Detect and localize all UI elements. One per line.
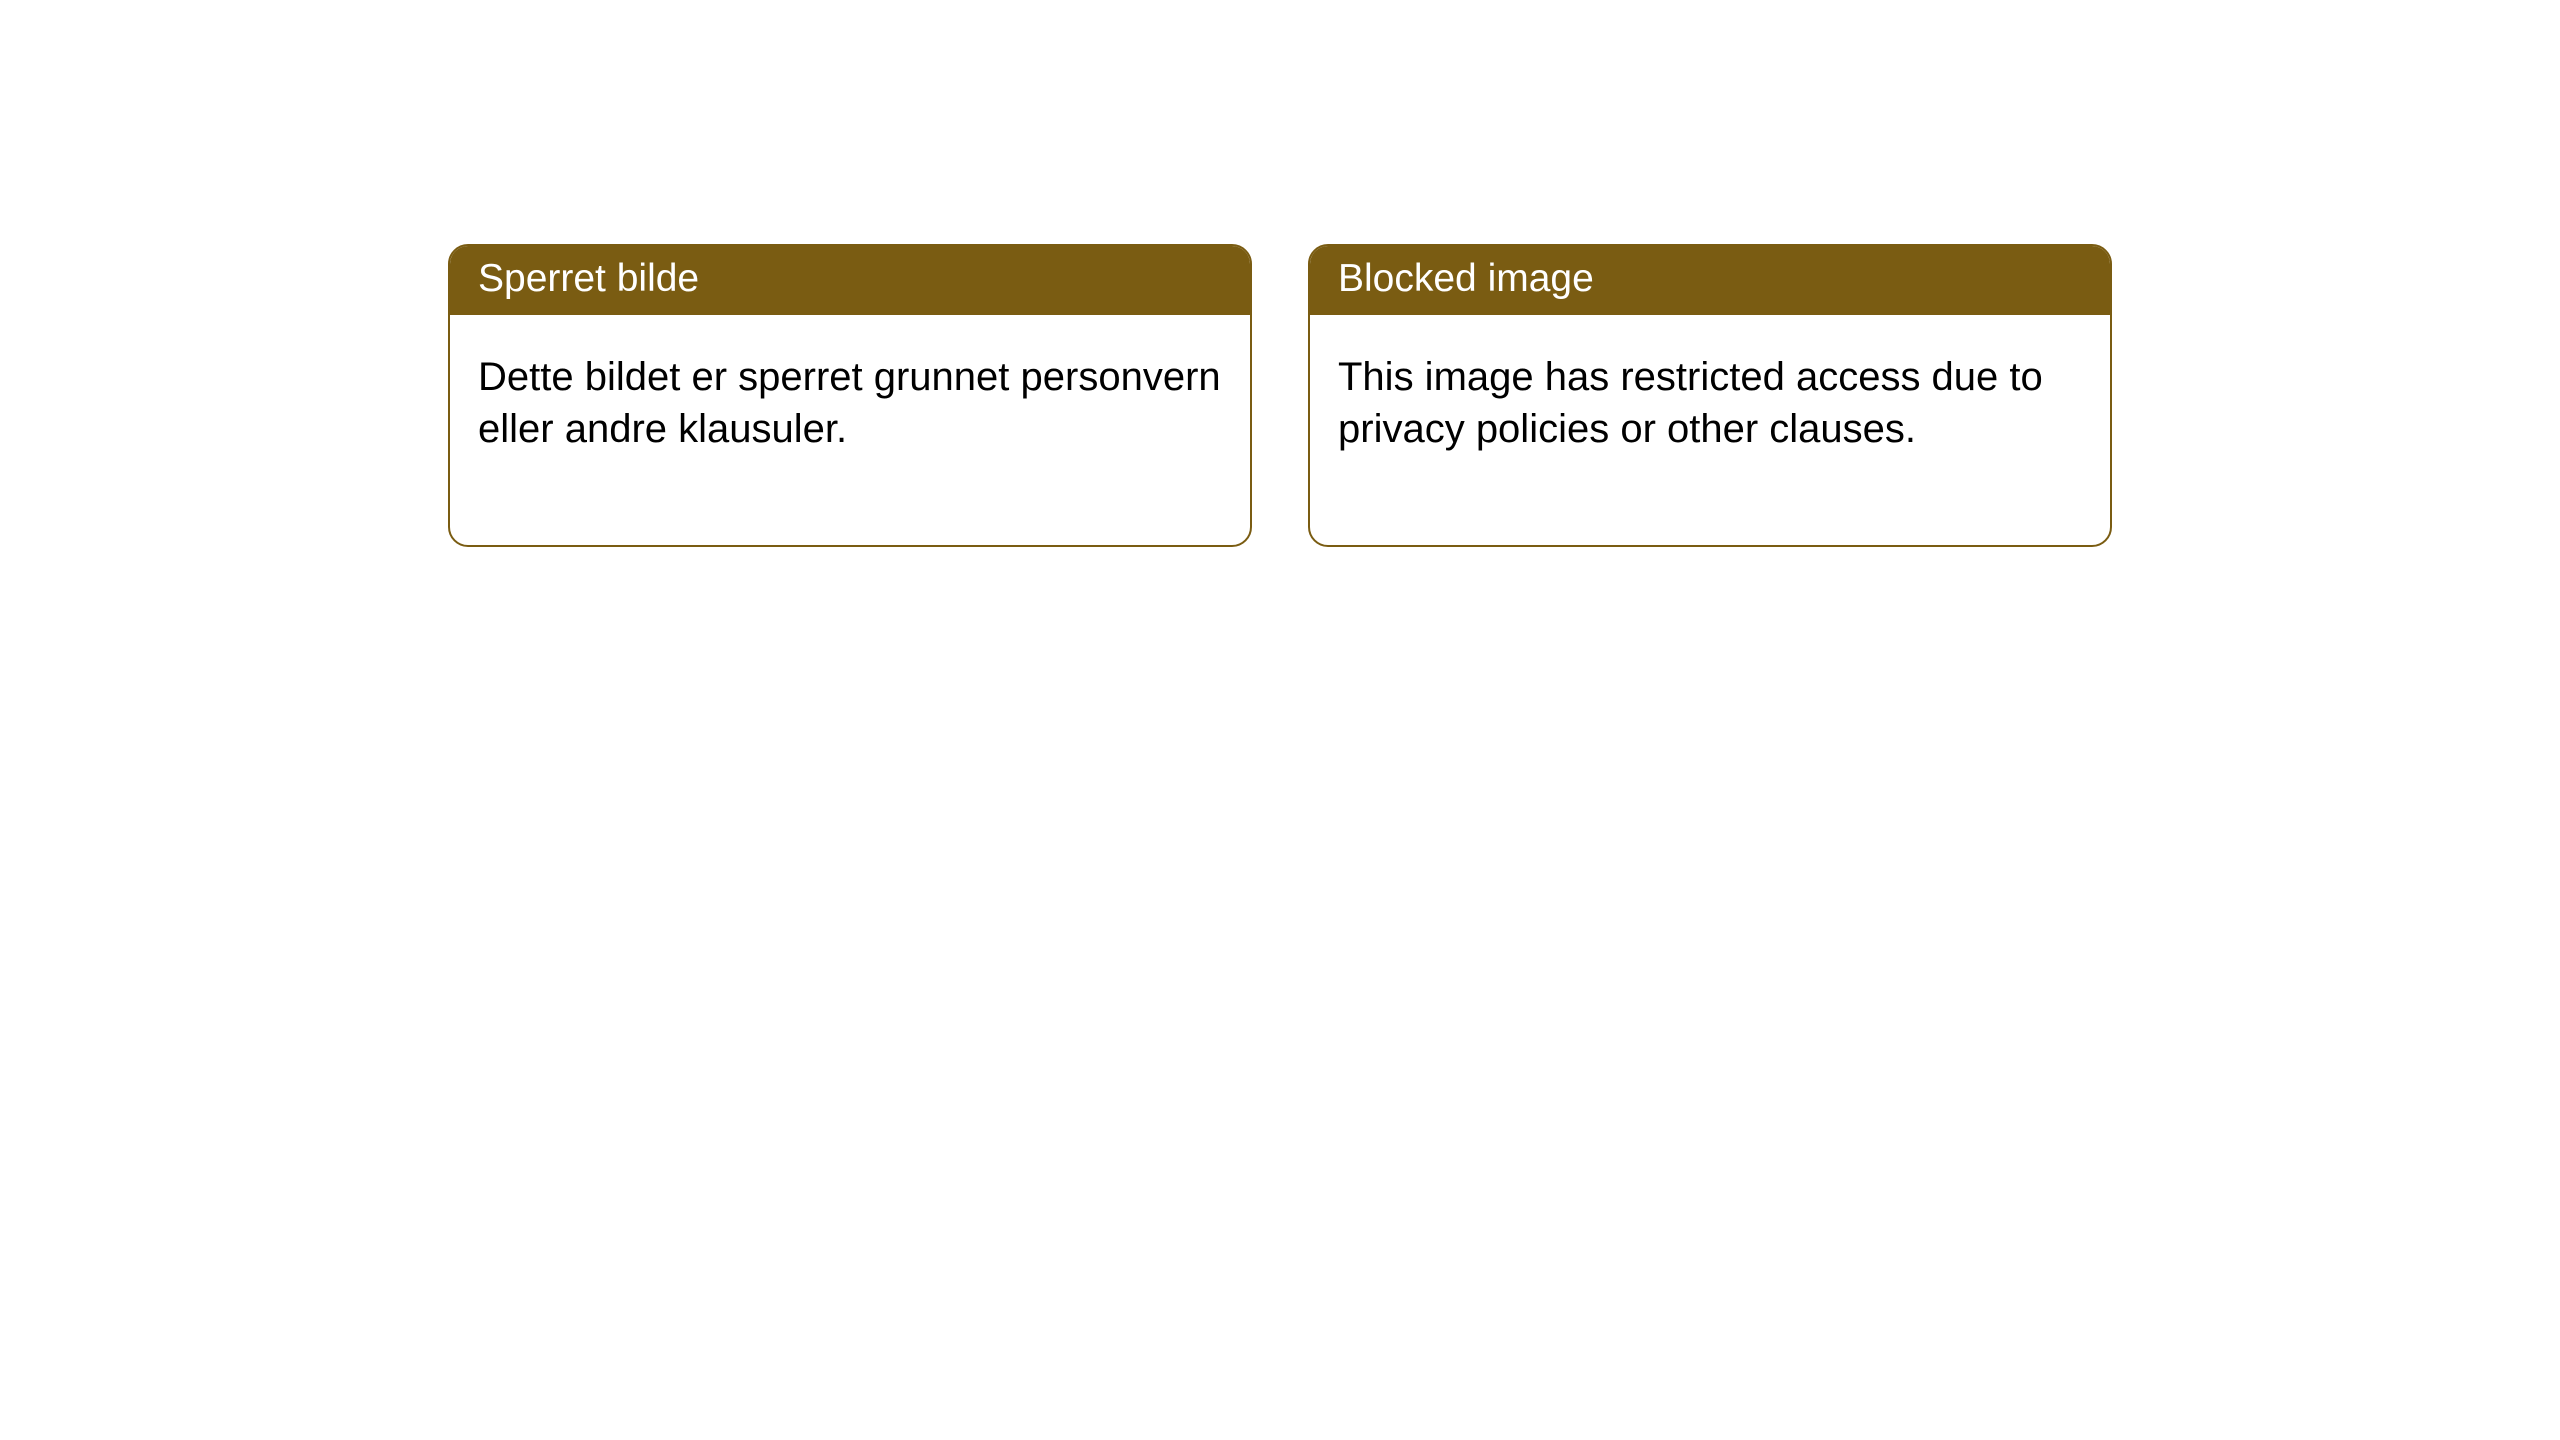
notice-body: Dette bildet er sperret grunnet personve… (450, 315, 1250, 545)
notice-title: Sperret bilde (450, 246, 1250, 315)
notice-title: Blocked image (1310, 246, 2110, 315)
notice-body: This image has restricted access due to … (1310, 315, 2110, 545)
notice-card-norwegian: Sperret bilde Dette bildet er sperret gr… (448, 244, 1252, 547)
notice-container: Sperret bilde Dette bildet er sperret gr… (0, 0, 2560, 547)
notice-card-english: Blocked image This image has restricted … (1308, 244, 2112, 547)
